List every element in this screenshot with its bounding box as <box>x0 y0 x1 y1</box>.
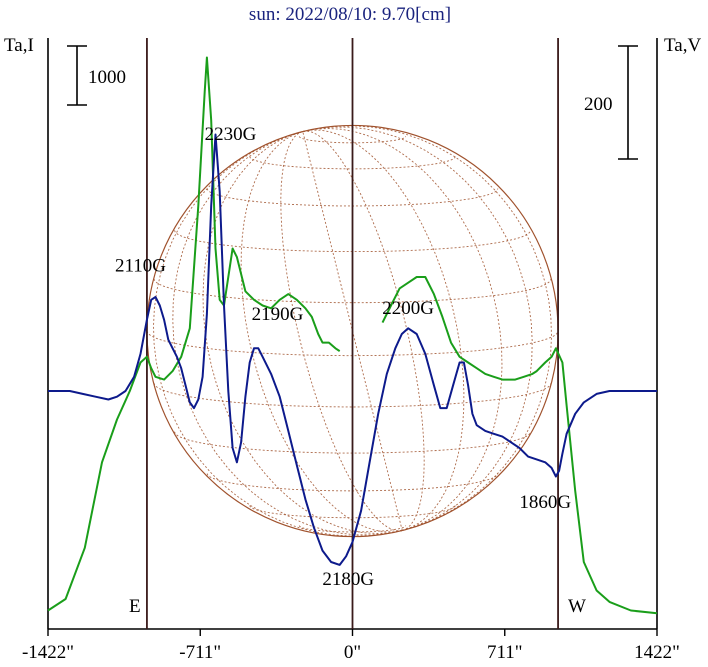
field-strength-annotation: 2230G <box>205 124 257 145</box>
series-line <box>381 276 658 615</box>
field-strength-annotation: 2180G <box>322 569 374 590</box>
field-strength-annotation: 2110G <box>115 255 166 276</box>
x-tick-label: 0" <box>344 642 361 662</box>
left-scale-bar-label: 1000 <box>88 67 126 88</box>
x-tick-label: 1422" <box>634 642 680 662</box>
disk-longitude-line <box>280 131 403 532</box>
disk-longitude-line <box>302 130 425 531</box>
disk-latitude-line <box>298 525 407 533</box>
disk-longitude-line <box>302 126 533 531</box>
x-axis-ticks: -1422" -711" 0" 711" 1422" <box>22 629 680 663</box>
x-tick-label: -1422" <box>22 642 74 662</box>
disk-longitude-line <box>240 131 403 533</box>
east-label: E <box>129 596 141 617</box>
disk-longitude-line <box>302 125 552 531</box>
disk-latitude-line <box>298 136 407 144</box>
right-scale-bar <box>618 45 638 160</box>
left-axis-label: Ta,I <box>4 35 34 56</box>
right-scale-bar-label: 200 <box>584 94 613 115</box>
west-label: W <box>568 596 586 617</box>
limb-lines <box>146 38 559 629</box>
disk-longitude-line <box>172 131 403 536</box>
right-axis-label: Ta,V <box>664 35 701 56</box>
series-layer <box>47 56 658 615</box>
disk-longitude-line <box>302 129 465 531</box>
series-line <box>47 56 341 612</box>
left-scale-bar <box>67 45 87 106</box>
field-strength-annotation: 2190G <box>252 304 304 325</box>
field-strength-annotation: 1860G <box>519 492 571 513</box>
annotations-layer: 2230G 2110G 2190G 2200G 2180G 1860G <box>115 124 571 590</box>
disk-longitude-line <box>202 131 403 534</box>
x-tick-label: 711" <box>487 642 523 662</box>
field-strength-annotation: 2200G <box>382 298 434 319</box>
series-line <box>48 133 657 566</box>
chart-title: sun: 2022/08/10: 9.70[cm] <box>249 4 451 25</box>
disk-longitude-line <box>153 131 403 537</box>
disk-longitude-line <box>302 128 503 531</box>
x-tick-label: -711" <box>179 642 221 662</box>
